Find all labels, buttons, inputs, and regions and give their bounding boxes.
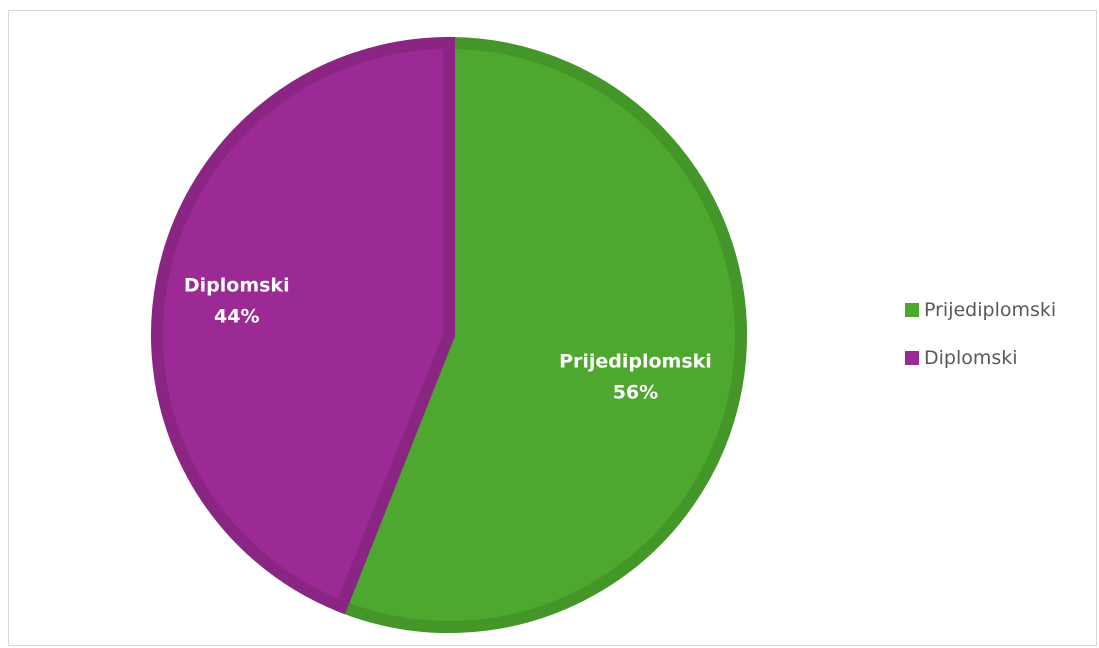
legend-item-prijediplomski: Prijediplomski	[905, 297, 1056, 323]
pie-slice-prijediplomski	[333, 36, 747, 633]
data-label-prijediplomski: Prijediplomski 56%	[559, 351, 712, 404]
pie-data-labels: Prijediplomski 56% Diplomski 44%	[184, 275, 712, 404]
data-label-diplomski: Diplomski 44%	[184, 275, 290, 328]
legend-label-diplomski: Diplomski	[924, 347, 1018, 369]
legend-swatch-prijediplomski	[905, 303, 919, 317]
data-label-category: Prijediplomski	[559, 351, 712, 373]
legend: Prijediplomski Diplomski	[905, 297, 1056, 393]
data-label-percent: 44%	[214, 306, 259, 328]
pie-slice-diplomski	[151, 36, 455, 615]
data-label-category: Diplomski	[184, 275, 290, 297]
pie-slices	[151, 36, 747, 633]
legend-swatch-diplomski	[905, 351, 919, 365]
legend-item-diplomski: Diplomski	[905, 345, 1056, 371]
legend-label-prijediplomski: Prijediplomski	[924, 299, 1057, 321]
data-label-percent: 56%	[613, 382, 658, 404]
